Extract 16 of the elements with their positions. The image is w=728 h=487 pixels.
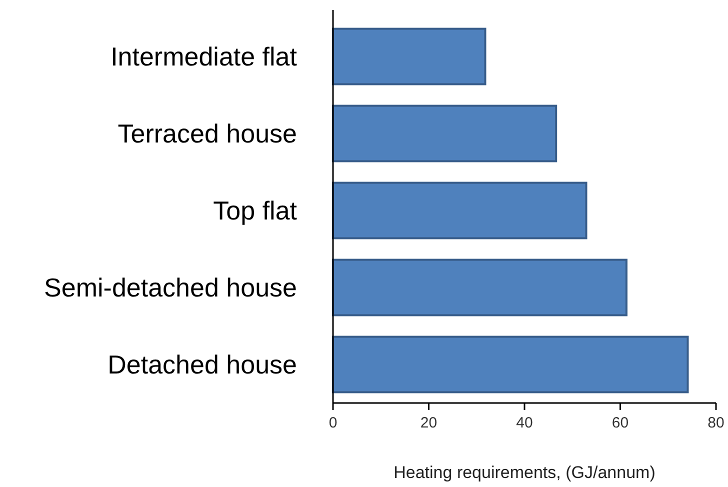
x-tick-label: 0 <box>328 414 338 432</box>
y-tick-label: Semi-detached house <box>44 272 297 303</box>
x-tick-label: 40 <box>516 414 533 432</box>
x-tick-label: 60 <box>612 414 629 432</box>
bar <box>332 28 486 86</box>
y-tick-label: Intermediate flat <box>110 42 298 72</box>
x-axis-title: Heating requirements, (GJ/annum) <box>394 463 656 482</box>
bar <box>332 258 628 316</box>
x-tick-label: 20 <box>420 414 438 432</box>
bar <box>332 336 689 394</box>
x-tick-label: 80 <box>708 414 724 432</box>
bar <box>332 182 588 240</box>
y-tick-label: Terraced house <box>118 118 297 149</box>
bar <box>332 104 558 162</box>
y-tick-label: Detached house <box>108 350 297 380</box>
y-tick-label: Top flat <box>213 196 298 226</box>
